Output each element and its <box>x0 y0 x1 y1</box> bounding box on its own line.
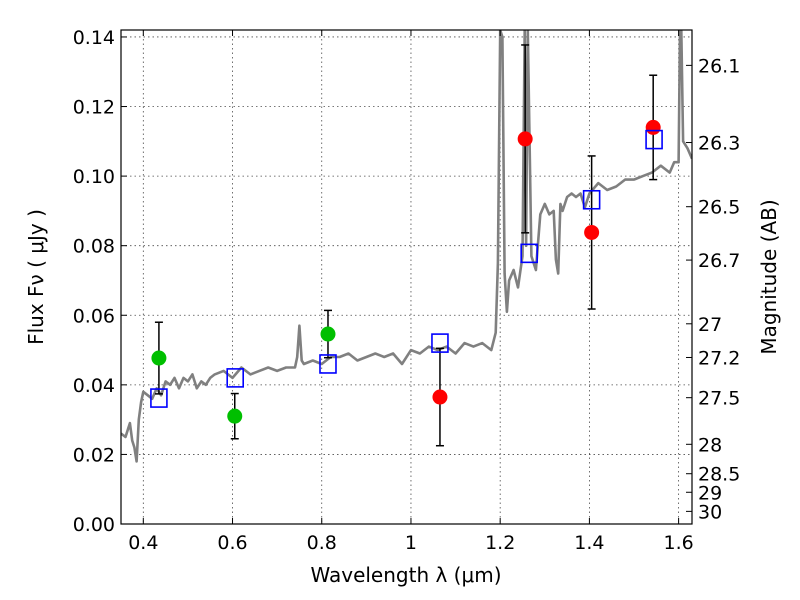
data-point-circle <box>227 408 243 424</box>
plot-area <box>121 30 692 463</box>
y2-tick-label: 26.3 <box>698 133 740 155</box>
x-tick-label: 1.6 <box>664 532 694 554</box>
y2-tick-label: 29 <box>698 482 722 504</box>
y2-axis-label: Magnitude (AB) <box>757 199 781 354</box>
y2-tick-label: 27 <box>698 314 722 336</box>
data-point-circle <box>645 119 661 135</box>
y-tick-label: 0.04 <box>73 375 115 397</box>
x-tick-label: 0.6 <box>217 532 247 554</box>
model-point-square <box>319 354 337 374</box>
x-axis-label: Wavelength λ (μm) <box>310 563 501 587</box>
x-tick-label: 1.2 <box>485 532 515 554</box>
y-tick-label: 0.12 <box>73 97 115 119</box>
y2-tick-label: 26.7 <box>698 250 740 272</box>
data-point-circle <box>432 389 448 405</box>
plot-frame <box>120 29 693 525</box>
model-point-square <box>431 333 449 353</box>
y2-tick-label: 26.1 <box>698 55 740 77</box>
model-point-square <box>582 189 601 210</box>
y2-tick-label: 30 <box>698 501 722 523</box>
model-point-square <box>226 368 244 388</box>
y2-tick-label: 27.5 <box>698 388 740 410</box>
data-point-circle <box>584 224 600 240</box>
model-point-square <box>645 129 663 150</box>
data-point-circle <box>151 350 167 366</box>
model-point-square <box>520 243 538 264</box>
data-point-circle <box>320 326 336 342</box>
y-tick-label: 0.06 <box>73 305 115 327</box>
grid <box>121 30 692 525</box>
x-tick-label: 0.4 <box>128 532 158 554</box>
y-tick-label: 0.14 <box>73 27 115 49</box>
data-point-circle <box>517 131 533 147</box>
y2-tick-label: 28.5 <box>698 464 740 486</box>
y2-tick-label: 27.2 <box>698 347 740 369</box>
x-tick-label: 1.4 <box>574 532 604 554</box>
y2-tick-label: 28 <box>698 434 722 456</box>
model-point-square <box>150 388 168 408</box>
y-axis-label: Flux Fν ( μJy ) <box>24 209 48 345</box>
y-tick-label: 0.00 <box>73 514 115 536</box>
axis-ticks: 0.4 0.6 0.8 1 1.2 1.4 1.6 0.00 0.02 0.04 0.06 0.08 0… <box>73 27 741 554</box>
y2-tick-label: 26.5 <box>698 197 740 219</box>
y-tick-label: 0.10 <box>73 166 115 188</box>
y-tick-label: 0.02 <box>73 444 115 466</box>
y-tick-label: 0.08 <box>73 236 115 258</box>
x-tick-label: 0.8 <box>307 532 337 554</box>
x-tick-label: 1 <box>405 532 417 554</box>
